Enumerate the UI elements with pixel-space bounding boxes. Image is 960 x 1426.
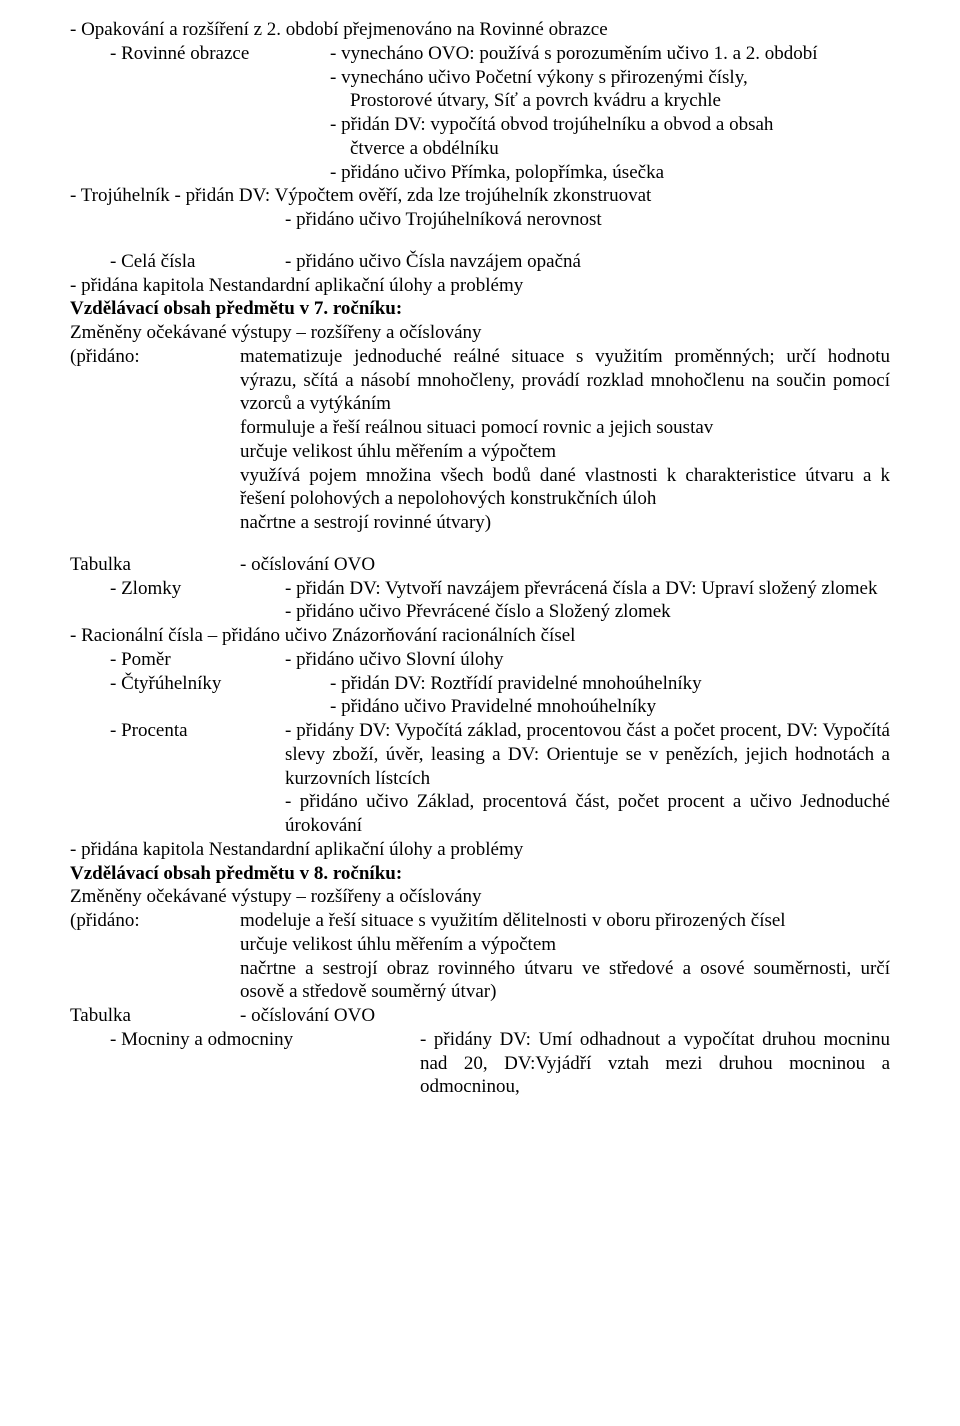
line-vynechano-ucivo: - vynecháno učivo Početní výkony s přiro… [330,66,890,90]
body-ctyruhelniky-1: - přidán DV: Roztřídí pravidelné mnohoúh… [330,672,890,696]
pridano-7-p4: využívá pojem množina všech bodů dané vl… [240,464,890,512]
pridano-8-p1: modeluje a řeší situace s využitím dělit… [240,909,890,933]
line-prostorove: Prostorové útvary, Síť a povrch kvádru a… [350,89,890,113]
body-rovinne: - vynecháno OVO: používá s porozuměním u… [330,42,890,66]
pridano-8-p2: určuje velikost úhlu měřením a výpočtem [240,933,890,957]
body-procenta-1: - přidány DV: Vypočítá základ, procentov… [285,719,890,790]
tabulka-label-7: Tabulka [70,553,240,577]
tabulka-ovo-7: - očíslování OVO [240,554,375,575]
line-cela-cisla: - Celá čísla - přidáno učivo Čísla navzá… [110,250,890,274]
body-pomer: - přidáno učivo Slovní úlohy [285,648,890,672]
body-mocniny: - přidány DV: Umí odhadnout a vypočítat … [420,1028,890,1099]
row-ctyruhelniky: - Čtyřúhelníky - přidán DV: Roztřídí pra… [70,672,890,696]
row-procenta: - Procenta - přidány DV: Vypočítá základ… [70,719,890,790]
label-mocniny: - Mocniny a odmocniny [110,1028,420,1099]
line-rovinne: - Rovinné obrazce - vynecháno OVO: použí… [110,42,890,66]
pridano-7-p5: načrtne a sestrojí rovinné útvary) [240,511,890,535]
pridano-7-p1: matematizuje jednoduché reálné situace s… [240,345,890,416]
body-ctyruhelniky-2: - přidáno učivo Pravidelné mnohoúhelníky [330,695,890,719]
tabulka-8: Tabulka- očíslování OVO [70,1004,890,1028]
line-ctverce: čtverce a obdélníku [350,137,890,161]
line-trojuhelnik: - Trojúhelník - přidán DV: Výpočtem ověř… [70,184,890,208]
line-primka: - přidáno učivo Přímka, polopřímka, úseč… [330,161,890,185]
body-zlomky-2: - přidáno učivo Převrácené číslo a Slože… [285,600,890,624]
tabulka-label-8: Tabulka [70,1004,240,1028]
line-trojnerovnost: - přidáno učivo Trojúhelníková nerovnost [285,208,890,232]
pridano-label-8: (přidáno: [70,909,240,933]
pridano-8-p3: načrtne a sestrojí obraz rovinného útvar… [240,957,890,1005]
pridano-7-p3: určuje velikost úhlu měřením a výpočtem [240,440,890,464]
label-cela-cisla: - Celá čísla [110,250,285,274]
line-racionalni: - Racionální čísla – přidáno učivo Znázo… [70,624,890,648]
heading-8-rocnik: Vzdělávací obsah předmětu v 8. ročníku: [70,862,890,886]
line-opakovani: - Opakování a rozšíření z 2. období přej… [70,18,890,42]
label-procenta: - Procenta [110,719,285,790]
row-zlomky: - Zlomky - přidán DV: Vytvoří navzájem p… [70,577,890,601]
line-kapitola-nestandardni-2: - přidána kapitola Nestandardní aplikačn… [70,838,890,862]
line-zmeny-7: Změněny očekávané výstupy – rozšířeny a … [70,321,890,345]
pridano-7-p2: formuluje a řeší reálnou situaci pomocí … [240,416,890,440]
label-rovinne: - Rovinné obrazce [110,42,330,66]
label-ctyruhelniky: - Čtyřúhelníky [110,672,330,696]
row-pomer: - Poměr - přidáno učivo Slovní úlohy [70,648,890,672]
body-cela-cisla: - přidáno učivo Čísla navzájem opačná [285,250,890,274]
line-kapitola-nestandardni-1: - přidána kapitola Nestandardní aplikačn… [70,274,890,298]
line-zmeny-8: Změněny očekávané výstupy – rozšířeny a … [70,885,890,909]
label-pomer: - Poměr [110,648,285,672]
heading-7-rocnik: Vzdělávací obsah předmětu v 7. ročníku: [70,297,890,321]
tabulka-7: Tabulka- očíslování OVO [70,553,890,577]
body-zlomky-1: - přidán DV: Vytvoří navzájem převrácená… [285,577,890,601]
pridano-8: (přidáno: modeluje a řeší situace s využ… [70,909,890,1004]
body-procenta-2: - přidáno učivo Základ, procentová část,… [285,790,890,838]
pridano-7: (přidáno: matematizuje jednoduché reálné… [70,345,890,535]
label-zlomky: - Zlomky [110,577,285,601]
line-pridan-dv-obvod: - přidán DV: vypočítá obvod trojúhelníku… [330,113,890,137]
pridano-label-7: (přidáno: [70,345,240,416]
row-mocniny: - Mocniny a odmocniny - přidány DV: Umí … [70,1028,890,1099]
tabulka-ovo-8: - očíslování OVO [240,1005,375,1026]
